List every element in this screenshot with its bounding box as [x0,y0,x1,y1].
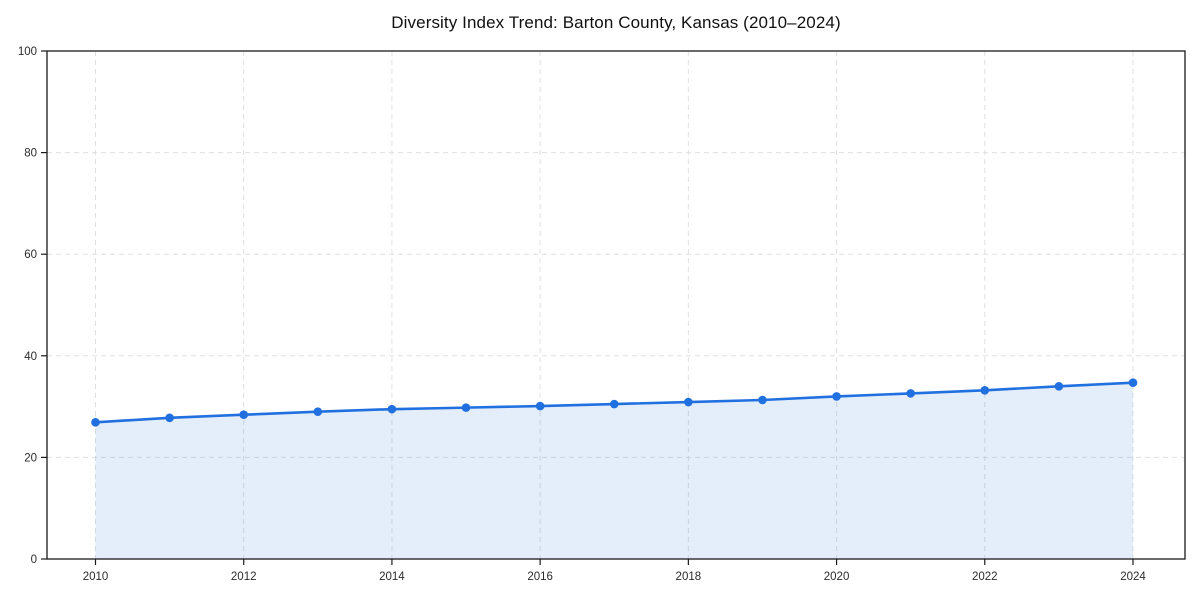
x-tick-label: 2022 [972,571,998,583]
y-tick-label: 20 [24,452,37,464]
data-point [461,403,471,412]
data-point [684,397,693,407]
plot-border [46,50,1186,560]
data-point [91,418,100,427]
data-point [313,407,323,416]
chart-title: Diversity Index Trend: Barton County, Ka… [391,13,841,32]
y-tick-label: 60 [24,249,37,261]
x-tick-label: 2016 [527,571,553,583]
data-point [980,386,990,395]
y-tick-label: 100 [18,46,37,58]
data-point [906,389,915,398]
x-tick-label: 2010 [83,571,109,583]
data-point [387,404,397,414]
x-tick-label: 2024 [1120,571,1146,583]
data-point [165,413,174,423]
data-point [1128,378,1138,388]
data-point [239,410,249,420]
x-tick-label: 2012 [231,571,257,583]
x-tick-label: 2020 [824,571,850,583]
data-point [609,399,619,409]
data-point [758,395,767,405]
data-point [832,392,841,401]
data-point [535,401,545,411]
x-tick-label: 2014 [379,571,405,583]
data-point [1054,381,1064,391]
y-tick-label: 0 [31,554,37,566]
y-tick-label: 40 [24,351,37,363]
x-tick-label: 2018 [676,571,702,583]
y-tick-label: 80 [24,148,37,160]
series-area [95,382,1133,559]
